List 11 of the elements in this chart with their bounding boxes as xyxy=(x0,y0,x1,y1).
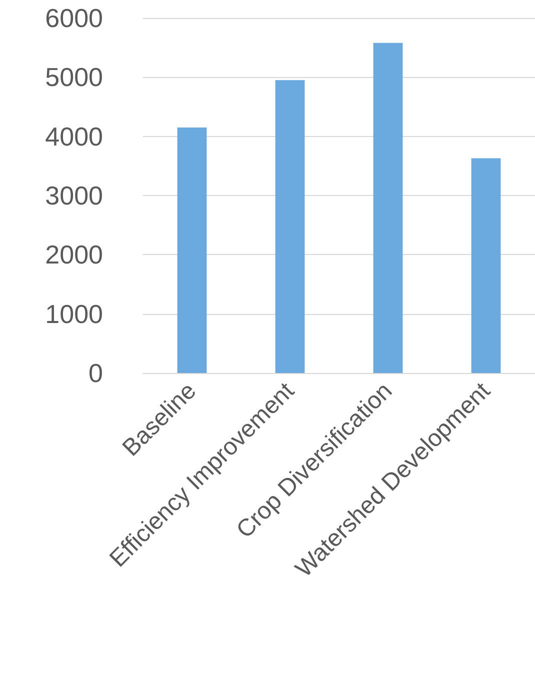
y-tick-label: 5000 xyxy=(45,62,103,92)
bar xyxy=(471,158,501,373)
bar xyxy=(373,42,403,373)
y-tick-label: 4000 xyxy=(45,121,103,152)
y-tick-label: 1000 xyxy=(45,298,103,329)
y-tick-label: 2000 xyxy=(45,240,103,270)
bar xyxy=(275,80,305,373)
bar xyxy=(177,127,207,373)
y-tick-label: 0 xyxy=(88,358,103,388)
y-tick-label: 6000 xyxy=(45,3,103,33)
y-tick-label: 3000 xyxy=(45,180,103,210)
